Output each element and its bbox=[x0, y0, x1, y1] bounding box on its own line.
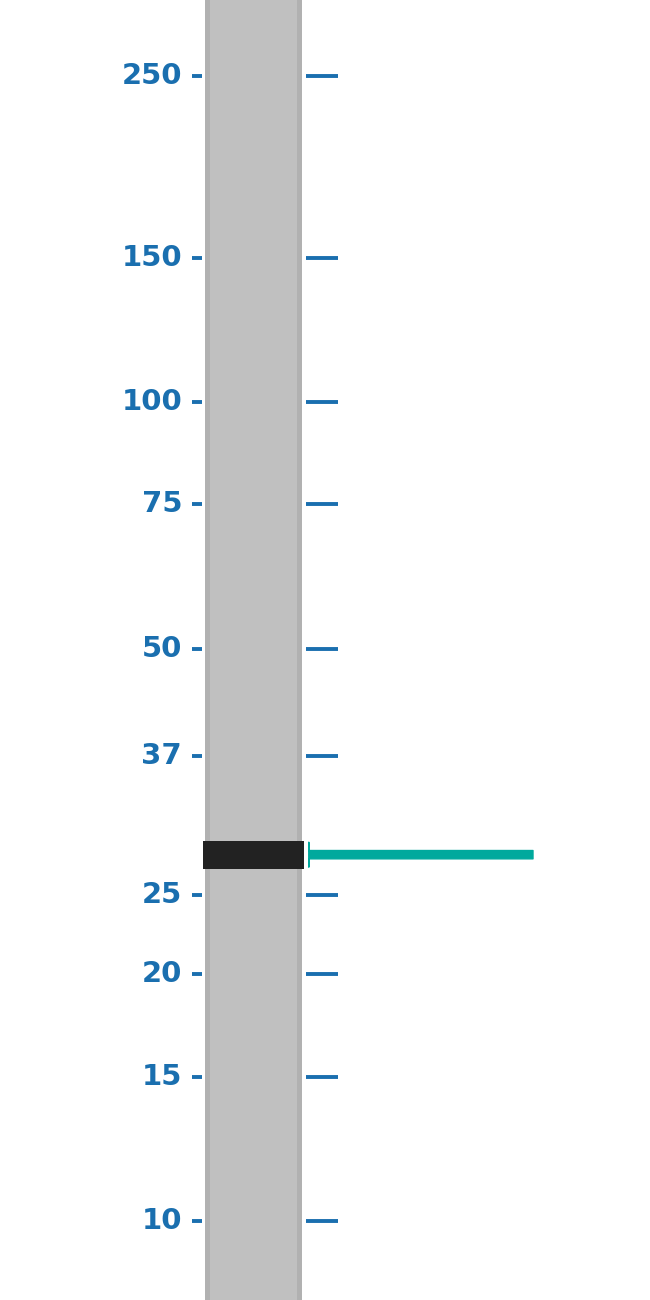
Bar bbox=[205, 0, 302, 1300]
Bar bbox=[203, 841, 304, 868]
Text: 250: 250 bbox=[122, 62, 182, 91]
Bar bbox=[205, 0, 210, 1300]
Text: 50: 50 bbox=[142, 634, 182, 663]
Text: 15: 15 bbox=[142, 1062, 182, 1091]
Text: 75: 75 bbox=[142, 490, 182, 519]
Text: 100: 100 bbox=[122, 389, 182, 416]
Text: 37: 37 bbox=[141, 741, 182, 770]
Bar bbox=[297, 0, 302, 1300]
Text: 25: 25 bbox=[142, 881, 182, 909]
Text: 150: 150 bbox=[122, 244, 182, 272]
Bar bbox=[297, 0, 302, 1300]
Bar bbox=[205, 0, 302, 1300]
Text: 20: 20 bbox=[142, 961, 182, 988]
Text: 10: 10 bbox=[142, 1206, 182, 1235]
Bar bbox=[205, 0, 210, 1300]
